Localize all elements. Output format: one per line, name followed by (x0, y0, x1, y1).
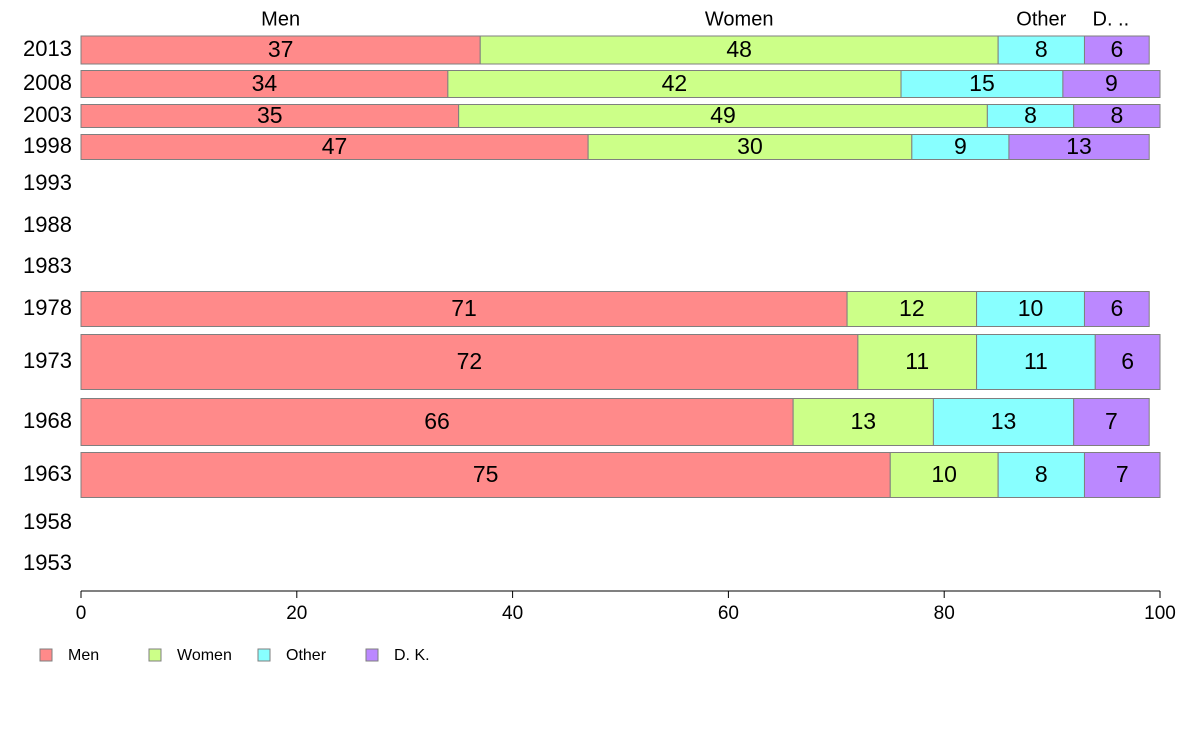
bar-segment-men (80, 334, 859, 390)
bar-segment-d-k (1073, 398, 1150, 446)
x-tick-label: 80 (934, 603, 955, 624)
x-tick-label: 20 (286, 603, 307, 624)
legend-swatch (39, 648, 53, 662)
bar-value-label: 8 (1024, 102, 1037, 128)
bar-value-label: 42 (662, 70, 688, 96)
bar-value-label: 37 (268, 36, 294, 62)
x-tick-label: 60 (718, 603, 739, 624)
bar-segment-women (447, 70, 902, 98)
bar-segment-women (792, 398, 934, 446)
bar-segment-women (587, 134, 913, 160)
bar-segment-d-k (1073, 104, 1161, 128)
bar-segment-d-k (1062, 70, 1161, 98)
bar-segment-d-k (1094, 334, 1161, 390)
bar-value-label: 47 (322, 133, 348, 159)
year-tick-label: 1983 (23, 253, 72, 278)
bar-segment-men (80, 291, 848, 327)
bar-segment-d-k (1083, 35, 1150, 65)
bar-value-label: 6 (1110, 295, 1123, 321)
year-tick-label: 2003 (23, 102, 72, 127)
bar-segment-other (997, 452, 1085, 498)
bar-segment-d-k (1083, 291, 1150, 327)
bar-value-label: 13 (850, 408, 876, 434)
bar-segment-other (900, 70, 1064, 98)
year-tick-label: 1963 (23, 461, 72, 486)
year-tick-label: 1958 (23, 509, 72, 534)
bar-segment-men (80, 134, 589, 160)
bar-value-label: 15 (969, 70, 995, 96)
legend-label: Men (68, 647, 99, 664)
bar-value-label: 8 (1035, 36, 1048, 62)
bar-segment-men (80, 70, 449, 98)
bar-value-label: 30 (737, 133, 763, 159)
bar-value-label: 13 (991, 408, 1017, 434)
legend-label: D. K. (394, 647, 430, 664)
x-tick-label: 40 (502, 603, 523, 624)
bar-segment-d-k (1083, 452, 1161, 498)
bar-value-label: 6 (1121, 348, 1134, 374)
legend-label: Women (177, 647, 232, 664)
bar-segment-women (479, 35, 999, 65)
year-tick-label: 1998 (23, 133, 72, 158)
bar-segment-other (997, 35, 1085, 65)
bar-value-label: 9 (954, 133, 967, 159)
bar-value-label: 75 (473, 461, 499, 487)
bar-segment-d-k (1008, 134, 1150, 160)
bar-value-label: 8 (1035, 461, 1048, 487)
bar-value-label: 13 (1066, 133, 1092, 159)
bar-value-label: 7 (1105, 408, 1118, 434)
top-label: Men (261, 8, 300, 30)
bar-segment-other (911, 134, 1010, 160)
bar-value-label: 48 (726, 36, 752, 62)
top-label: Women (705, 8, 774, 30)
legend-swatch (257, 648, 271, 662)
bar-value-label: 49 (710, 102, 736, 128)
top-label: Other (1016, 8, 1066, 30)
year-tick-label: 2008 (23, 70, 72, 95)
bar-value-label: 11 (905, 348, 929, 374)
x-tick-label: 0 (76, 603, 87, 624)
year-tick-label: 1968 (23, 408, 72, 433)
bar-value-label: 9 (1105, 70, 1118, 96)
legend-swatch (148, 648, 162, 662)
bar-segment-men (80, 35, 481, 65)
bar-segment-women (889, 452, 999, 498)
bar-value-label: 71 (451, 295, 477, 321)
year-tick-label: 1988 (23, 212, 72, 237)
legend-label: Other (286, 647, 327, 664)
bar-value-label: 34 (252, 70, 278, 96)
bar-value-label: 10 (1018, 295, 1044, 321)
bar-value-label: 72 (457, 348, 483, 374)
year-tick-label: 1978 (23, 295, 72, 320)
bar-value-label: 11 (1024, 348, 1048, 374)
year-tick-label: 2013 (23, 36, 72, 61)
bar-value-label: 7 (1116, 461, 1129, 487)
bar-segment-women (846, 291, 978, 327)
bar-value-label: 6 (1110, 36, 1123, 62)
top-label: D. .. (1093, 8, 1130, 30)
bar-value-label: 35 (257, 102, 283, 128)
bar-segment-other (976, 291, 1085, 327)
bar-value-label: 12 (899, 295, 925, 321)
bar-value-label: 8 (1110, 102, 1123, 128)
x-tick-label: 100 (1144, 603, 1176, 624)
year-tick-label: 1953 (23, 550, 72, 575)
bar-value-label: 10 (931, 461, 957, 487)
legend-swatch (365, 648, 379, 662)
bar-segment-women (857, 334, 978, 390)
bar-segment-men (80, 398, 794, 446)
bar-value-label: 66 (424, 408, 450, 434)
year-tick-label: 1993 (23, 170, 72, 195)
year-tick-label: 1973 (23, 348, 72, 373)
